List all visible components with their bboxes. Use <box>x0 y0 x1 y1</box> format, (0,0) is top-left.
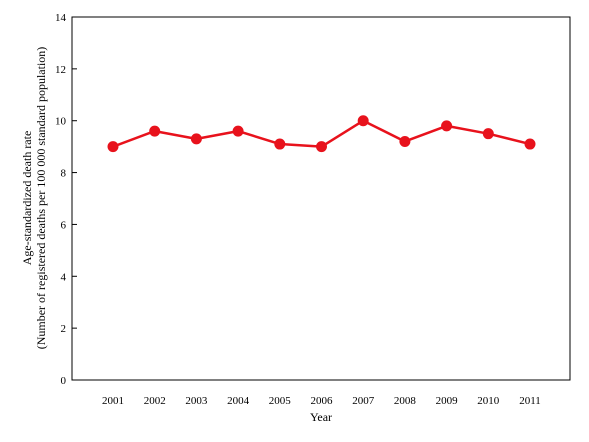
x-tick-label: 2008 <box>394 395 417 407</box>
data-point-2011 <box>524 138 536 150</box>
data-point-2006 <box>316 141 327 153</box>
x-tick-label: 2003 <box>185 395 208 407</box>
y-tick-label: 4 <box>61 271 67 283</box>
data-point-2002 <box>149 125 161 137</box>
y-tick-label: 8 <box>61 168 67 180</box>
y-tick-label: 2 <box>61 323 67 335</box>
x-tick-label: 2002 <box>144 395 166 407</box>
data-point-2005 <box>274 138 286 150</box>
y-tick-label: 6 <box>61 219 67 231</box>
y-axis-ticks: 0 2 4 6 8 10 12 14 <box>55 12 77 387</box>
x-tick-label: 2004 <box>227 395 250 407</box>
data-point-2008 <box>399 135 411 147</box>
x-tick-label: 2009 <box>436 395 459 407</box>
x-axis-title: Year <box>310 410 332 424</box>
y-tick-label: 14 <box>55 12 67 24</box>
y-tick-label: 0 <box>61 375 67 387</box>
data-point-2010 <box>482 128 494 140</box>
y-axis-title-line1: Age-standardized death rate <box>20 131 34 266</box>
y-axis-title: Age-standardized death rate (Number of r… <box>20 47 48 350</box>
data-point-2001 <box>107 141 119 153</box>
data-point-2003 <box>190 133 202 145</box>
data-point-2007 <box>357 115 369 127</box>
x-tick-label: 2011 <box>519 395 541 407</box>
y-axis-title-line2: (Number of registered deaths per 100 000… <box>34 47 48 350</box>
y-tick-label: 12 <box>55 64 66 76</box>
data-point-2004 <box>232 125 244 137</box>
plot-area <box>71 16 571 381</box>
x-tick-label: 2001 <box>102 395 124 407</box>
x-tick-label: 2010 <box>477 395 500 407</box>
x-tick-label: 2005 <box>269 395 292 407</box>
x-axis-ticks: 2001 2002 2003 2004 2005 2006 2007 2008 2009 2010… <box>102 395 541 407</box>
x-tick-label: 2007 <box>352 395 375 407</box>
data-point-2009 <box>441 120 453 132</box>
x-tick-label: 2006 <box>311 395 334 407</box>
y-tick-label: 10 <box>55 116 67 128</box>
series-layer <box>107 115 536 153</box>
